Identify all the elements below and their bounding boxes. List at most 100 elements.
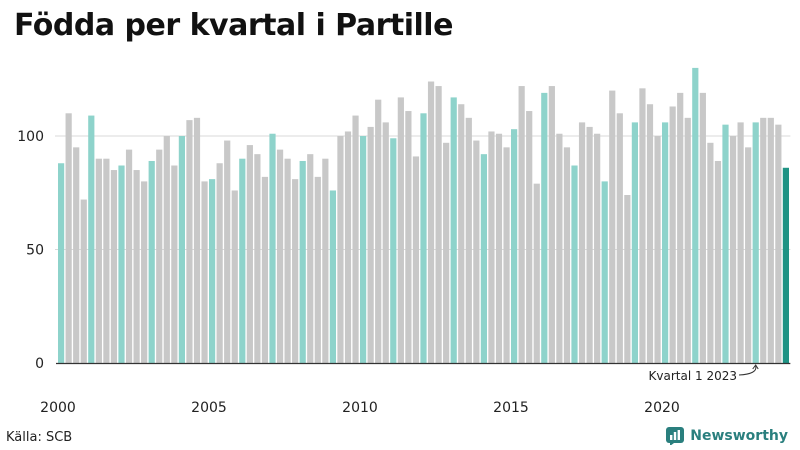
bar bbox=[677, 92, 684, 364]
bar bbox=[178, 136, 185, 363]
bar bbox=[571, 165, 578, 363]
bar bbox=[118, 165, 125, 363]
bar bbox=[767, 117, 774, 363]
bar bbox=[624, 195, 631, 363]
bar bbox=[314, 176, 321, 363]
bar bbox=[163, 136, 170, 363]
bar bbox=[609, 90, 616, 363]
bar bbox=[186, 120, 193, 363]
bar bbox=[435, 86, 442, 363]
annotation-arrow bbox=[738, 365, 757, 376]
bar bbox=[73, 147, 80, 363]
y-tick-label: 50 bbox=[26, 243, 44, 259]
bar bbox=[684, 117, 691, 363]
bar bbox=[329, 190, 336, 363]
bar bbox=[209, 179, 216, 363]
x-tick-label: 2010 bbox=[342, 400, 378, 416]
bar bbox=[344, 131, 352, 363]
bar bbox=[216, 163, 223, 363]
bar bbox=[367, 126, 374, 363]
bar bbox=[231, 190, 238, 363]
bar bbox=[541, 92, 548, 364]
bar bbox=[511, 129, 518, 363]
bar bbox=[760, 117, 767, 363]
bar bbox=[450, 97, 457, 363]
bar bbox=[299, 160, 306, 363]
bar bbox=[745, 147, 752, 363]
bar bbox=[654, 136, 661, 363]
bar bbox=[405, 111, 412, 363]
bar bbox=[533, 183, 540, 363]
bar bbox=[699, 92, 706, 364]
source-note: Källa: SCB bbox=[6, 430, 73, 445]
bar bbox=[594, 133, 601, 363]
bar bbox=[473, 140, 480, 363]
bar bbox=[427, 81, 435, 364]
x-tick-label: 2020 bbox=[644, 400, 680, 416]
bar bbox=[352, 115, 359, 363]
bar bbox=[601, 181, 608, 363]
bar bbox=[646, 104, 654, 363]
bar bbox=[692, 67, 699, 364]
bar bbox=[246, 145, 253, 363]
bar bbox=[518, 86, 525, 363]
bar bbox=[729, 136, 737, 363]
bar bbox=[714, 160, 722, 363]
bar bbox=[556, 133, 563, 363]
bar bbox=[458, 104, 465, 363]
bar bbox=[360, 136, 367, 363]
bar bbox=[616, 113, 623, 363]
bar bbox=[58, 163, 65, 363]
bar bbox=[563, 147, 571, 363]
bar bbox=[254, 154, 261, 363]
bar bbox=[284, 158, 291, 363]
bar bbox=[775, 124, 782, 364]
bar bbox=[412, 156, 420, 363]
bar bbox=[707, 142, 714, 363]
bar bbox=[488, 131, 495, 363]
bar bbox=[397, 97, 404, 363]
annotation-arrowhead bbox=[752, 364, 759, 370]
bar bbox=[382, 122, 389, 363]
bar bbox=[95, 158, 102, 363]
bar bbox=[586, 126, 593, 363]
y-tick-label: 100 bbox=[17, 129, 44, 145]
bar bbox=[148, 160, 155, 363]
bar bbox=[269, 133, 276, 363]
bar bbox=[639, 88, 646, 363]
bar bbox=[276, 149, 284, 363]
bar bbox=[662, 122, 669, 363]
bar bbox=[239, 158, 246, 363]
bar bbox=[65, 113, 72, 363]
bar bbox=[752, 122, 759, 363]
bar bbox=[193, 117, 201, 363]
bar bbox=[631, 122, 638, 363]
bar bbox=[526, 111, 533, 363]
bar bbox=[443, 142, 450, 363]
annotation-label: Kvartal 1 2023 bbox=[649, 369, 737, 383]
bar bbox=[156, 149, 163, 363]
bar bbox=[88, 115, 95, 363]
bar bbox=[480, 154, 487, 363]
bar bbox=[390, 138, 397, 363]
bar bbox=[322, 158, 329, 363]
bar bbox=[548, 86, 555, 363]
bar bbox=[375, 99, 382, 364]
bar bbox=[465, 117, 472, 363]
bar bbox=[737, 122, 744, 363]
bar bbox=[171, 165, 178, 363]
bar bbox=[292, 179, 299, 363]
x-tick-label: 2000 bbox=[40, 400, 76, 416]
bar bbox=[722, 124, 729, 364]
y-tick-label: 0 bbox=[35, 356, 44, 372]
bar bbox=[80, 199, 87, 363]
bar bbox=[261, 176, 269, 363]
bar bbox=[307, 154, 314, 363]
bar bbox=[420, 113, 427, 363]
bar bbox=[578, 122, 586, 363]
brand-logo: Newsworthy bbox=[666, 427, 788, 445]
bar bbox=[125, 149, 133, 363]
bar bbox=[141, 181, 148, 363]
bar bbox=[503, 147, 510, 363]
